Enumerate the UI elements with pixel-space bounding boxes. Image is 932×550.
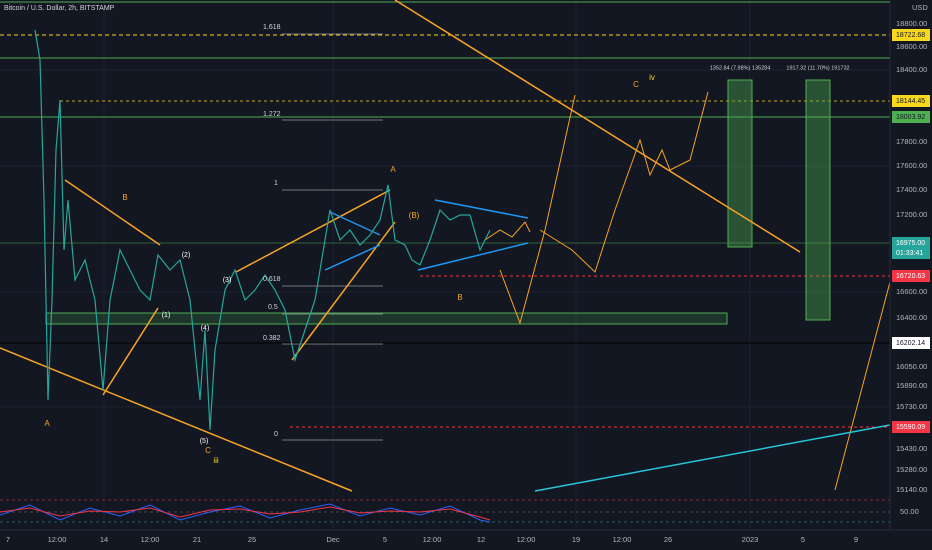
price-tag: 18722.68: [896, 32, 925, 39]
date-label: 7: [6, 535, 10, 544]
wave-label: C: [633, 80, 639, 89]
measure-label: 1917.32 (11.70%) 191732: [786, 65, 849, 71]
price-label: 17800.00: [896, 137, 927, 146]
price-label: 15430.00: [896, 444, 927, 453]
date-label: 9: [854, 535, 858, 544]
measure-label: 1352.84 (7.98%) 135284: [710, 65, 771, 71]
fib-label: 0.5: [268, 304, 278, 311]
price-label: 16050.00: [896, 362, 927, 371]
fib-label: 1.272: [263, 111, 281, 118]
date-label: 12: [477, 535, 485, 544]
wave-label: (5): [200, 438, 209, 445]
date-label: 14: [100, 535, 108, 544]
grid: [0, 0, 890, 530]
wave-label: (B): [409, 211, 420, 220]
wave-label: (1): [162, 312, 171, 319]
price-label: 17200.00: [896, 210, 927, 219]
date-label: 19: [572, 535, 580, 544]
date-label: 25: [248, 535, 256, 544]
wave-label: (3): [223, 277, 232, 284]
price-label: 18400.00: [896, 65, 927, 74]
wave-label: B: [457, 293, 462, 302]
wave-label: iii: [213, 456, 219, 465]
date-label: 12:00: [517, 535, 536, 544]
date-label: 12:00: [423, 535, 442, 544]
price-tag: 15590.09: [896, 424, 925, 431]
date-label: Dec: [326, 535, 340, 544]
price-label: 18600.00: [896, 42, 927, 51]
trend-lines: [0, 0, 891, 492]
levels: [0, 1, 890, 441]
price-label: 15280.00: [896, 465, 927, 474]
wave-label: (2): [182, 252, 191, 259]
price-label: 15140.00: [896, 485, 927, 494]
price-label: 15890.00: [896, 381, 927, 390]
date-label: 26: [664, 535, 672, 544]
date-label: 2023: [742, 535, 759, 544]
fib-label: 0.618: [263, 276, 281, 283]
price-axis: 18800.00 18600.00 18400.00 17800.00 1760…: [896, 19, 927, 516]
wave-label: C: [205, 446, 211, 455]
currency: USD: [912, 3, 928, 12]
date-axis: 7 12:00 14 12:00 21 25 Dec 5 12:00 12 12…: [6, 535, 858, 544]
price-label: 17600.00: [896, 161, 927, 170]
price-label: 16600.00: [896, 287, 927, 296]
date-label: 12:00: [613, 535, 632, 544]
wave-label: A: [390, 165, 396, 174]
countdown: 01:33:41: [896, 250, 923, 257]
date-label: 21: [193, 535, 201, 544]
price-label: 17400.00: [896, 185, 927, 194]
date-label: 12:00: [141, 535, 160, 544]
wave-label: A: [44, 419, 50, 428]
price-label: 15730.00: [896, 402, 927, 411]
wave-labels: A B C iii iv (5) (4) (3) (2) (1) A B C (…: [44, 73, 655, 465]
date-label: 5: [383, 535, 387, 544]
price-tag: 16720.63: [896, 273, 925, 280]
fib-label: 1: [274, 180, 278, 187]
wave-label: B: [122, 193, 127, 202]
price-tag: 18144.45: [896, 98, 925, 105]
price-label: 50.00: [900, 507, 919, 516]
date-label: 5: [801, 535, 805, 544]
price-tag: 18003.92: [896, 114, 925, 121]
price-tag: 16202.14: [896, 340, 925, 347]
price-line: [34, 29, 491, 431]
triangles: [324, 199, 891, 492]
price-tags: 18722.68 18144.45 18003.92 16975.00 01:3…: [892, 29, 930, 433]
wave-label: (4): [201, 325, 210, 332]
price-tag: 16975.00: [896, 240, 925, 247]
date-label: 12:00: [48, 535, 67, 544]
fib-labels: 1.618 1.272 1 0.618 0.5 0.382 0: [263, 24, 281, 438]
title: Bitcoin / U.S. Dollar, 2h, BITSTAMP: [4, 5, 115, 12]
fib-label: 0.382: [263, 335, 281, 342]
indicator: [0, 499, 890, 523]
fib-label: 1.618: [263, 24, 281, 31]
fib-label: 0: [274, 431, 278, 438]
wave-label: iv: [649, 73, 655, 82]
price-label: 18800.00: [896, 19, 927, 28]
price-label: 16400.00: [896, 313, 927, 322]
